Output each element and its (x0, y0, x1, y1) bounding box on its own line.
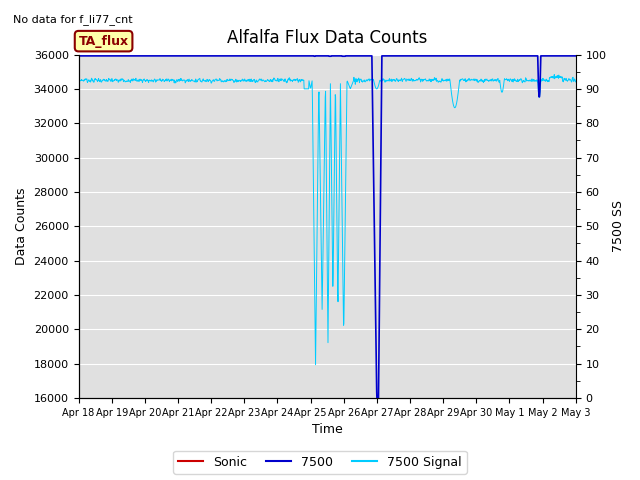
Text: TA_flux: TA_flux (79, 35, 129, 48)
Legend: Sonic, 7500, 7500 Signal: Sonic, 7500, 7500 Signal (173, 451, 467, 474)
Y-axis label: Data Counts: Data Counts (15, 188, 28, 265)
Text: No data for f_li77_cnt: No data for f_li77_cnt (13, 14, 132, 25)
Y-axis label: 7500 SS: 7500 SS (612, 200, 625, 252)
Title: Alfalfa Flux Data Counts: Alfalfa Flux Data Counts (227, 29, 428, 48)
X-axis label: Time: Time (312, 423, 342, 436)
